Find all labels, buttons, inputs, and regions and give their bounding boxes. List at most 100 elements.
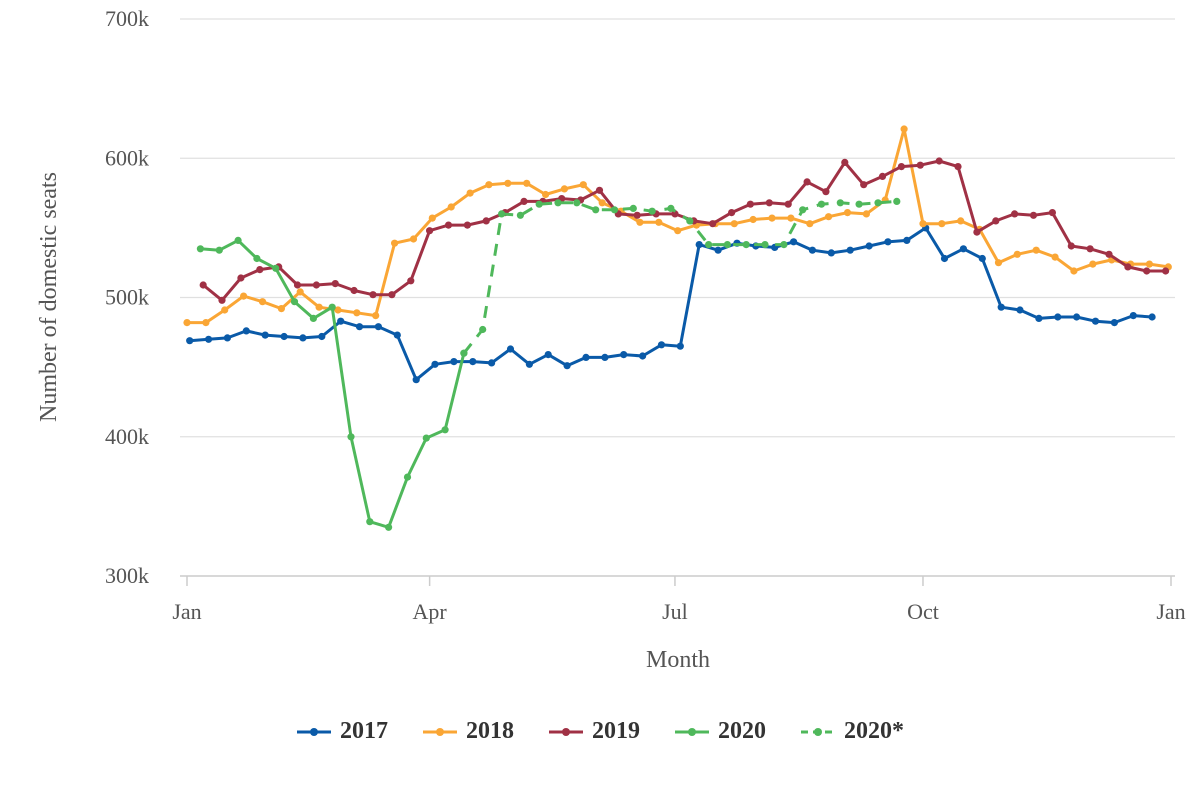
data-point (355, 323, 364, 331)
data-point (290, 298, 299, 306)
data-point (554, 199, 562, 207)
data-point (916, 161, 924, 169)
data-point (1110, 319, 1118, 327)
data-point (997, 303, 1005, 311)
data-point (598, 199, 606, 207)
data-point (240, 292, 248, 300)
data-point (218, 296, 226, 304)
data-point (1105, 250, 1113, 258)
data-point (827, 249, 835, 257)
data-point (426, 227, 434, 235)
data-point (749, 215, 757, 224)
data-point (667, 204, 675, 212)
data-point (900, 125, 908, 133)
data-point (234, 236, 242, 244)
data-point (714, 246, 722, 254)
data-point (463, 221, 471, 229)
data-point (296, 288, 304, 296)
legend-swatch (549, 727, 583, 736)
y-tick-label: 700k (105, 6, 149, 31)
legend-item[interactable]: 2020* (800, 718, 904, 745)
data-point (422, 434, 430, 442)
data-point (337, 317, 345, 325)
data-point (242, 327, 250, 335)
data-point (695, 241, 703, 249)
data-point (388, 291, 396, 299)
data-point (1143, 267, 1151, 275)
legend-item[interactable]: 2020 (674, 718, 766, 745)
legend-item[interactable]: 2018 (422, 718, 514, 745)
data-point (331, 280, 339, 288)
data-point (183, 319, 191, 327)
legend-label: 2020 (718, 718, 766, 744)
data-point (498, 210, 506, 218)
data-point (1048, 209, 1056, 217)
data-point (409, 235, 418, 243)
data-point (633, 211, 641, 219)
data-point (309, 314, 317, 322)
legend-label: 2019 (592, 718, 640, 744)
data-point (385, 523, 393, 531)
data-point (520, 197, 528, 205)
x-tick-label: Oct (907, 599, 939, 624)
data-point (315, 303, 323, 311)
data-point (790, 238, 798, 246)
gridlines (180, 18, 1175, 438)
data-point (780, 241, 788, 249)
legend-swatch (801, 727, 835, 736)
data-point (441, 426, 449, 434)
data-point (601, 353, 609, 361)
data-point (803, 178, 811, 186)
data-point (347, 433, 355, 441)
y-tick-label: 400k (105, 424, 149, 449)
data-point (768, 214, 776, 222)
data-point (1091, 317, 1100, 325)
data-point (196, 245, 204, 253)
data-point (657, 341, 666, 349)
legend-swatch-point (562, 727, 570, 736)
x-tick-label: Apr (413, 599, 448, 624)
data-point (938, 220, 946, 228)
data-point (1035, 314, 1043, 322)
data-point (742, 241, 750, 249)
data-point (328, 303, 336, 311)
x-axis-tick-labels: Jan Apr Jul Oct Jan (172, 599, 1185, 624)
data-point (237, 274, 245, 282)
data-point (215, 246, 223, 254)
data-point (1129, 312, 1137, 320)
data-point (919, 220, 927, 228)
data-point (506, 345, 515, 353)
y-tick-label: 300k (105, 563, 149, 588)
data-point (1016, 306, 1024, 314)
data-point (488, 359, 496, 367)
data-point (535, 200, 543, 208)
data-point (412, 376, 420, 384)
series-2020-star (460, 197, 901, 357)
data-point (817, 200, 826, 208)
data-point (787, 214, 795, 222)
data-point (648, 207, 656, 215)
data-point (655, 218, 663, 226)
data-point (836, 199, 844, 207)
data-point (893, 197, 901, 205)
x-axis-title: Month (646, 647, 710, 673)
data-point (671, 210, 679, 218)
data-point (860, 181, 868, 189)
data-point (469, 358, 477, 366)
legend-item[interactable]: 2017 (296, 718, 388, 745)
data-point (407, 277, 415, 285)
data-point (1013, 250, 1021, 258)
data-point (261, 331, 269, 339)
data-point (205, 335, 213, 343)
data-point (544, 351, 552, 359)
data-point (765, 199, 773, 207)
data-point (874, 199, 882, 207)
data-point (954, 163, 962, 171)
legend-item[interactable]: 2019 (548, 718, 640, 745)
data-point (1067, 242, 1075, 250)
data-point (431, 360, 439, 368)
x-tick-label: Jul (662, 599, 688, 624)
data-point (686, 217, 694, 225)
data-point (843, 209, 852, 217)
